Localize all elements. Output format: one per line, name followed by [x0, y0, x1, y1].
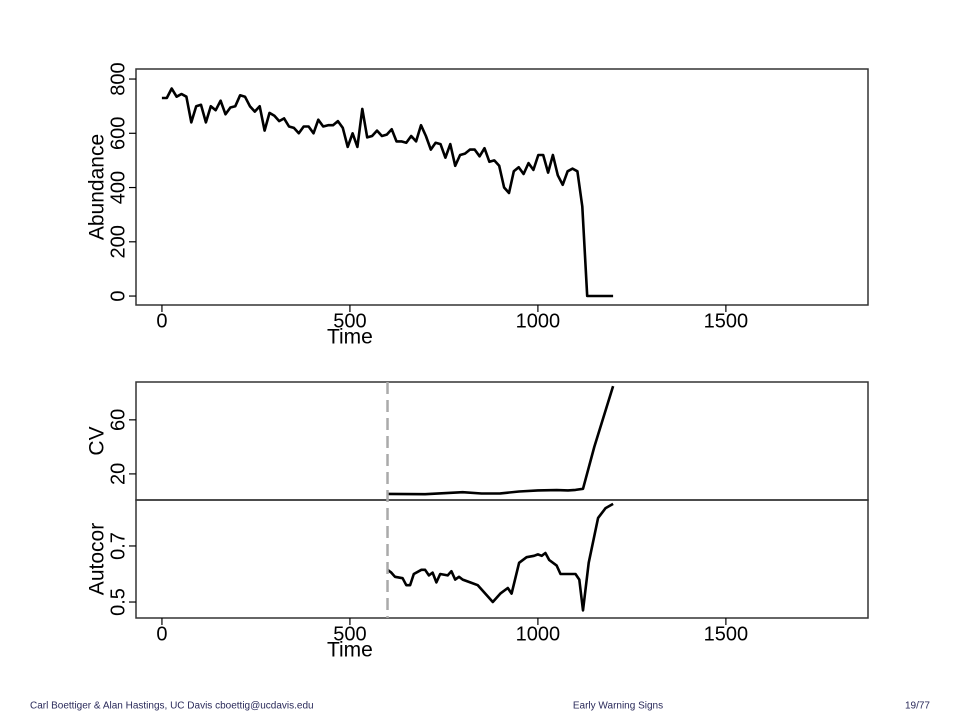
y-tick-label: 600 [107, 117, 129, 150]
y-tick-label: 0.7 [107, 532, 129, 560]
y-tick-label: 60 [107, 409, 129, 431]
plot-frame [135, 499, 869, 619]
footer-center: Early Warning Signs [573, 701, 663, 712]
footer-right: 19/77 [905, 701, 930, 712]
y-axis-label: Abundance [86, 134, 109, 240]
plot-frame [135, 68, 869, 306]
x-axis-label: Time [327, 326, 373, 349]
y-tick-label: 20 [107, 463, 129, 485]
y-tick-label: 0.5 [107, 588, 129, 616]
x-tick-label: 0 [156, 310, 167, 332]
data-line [386, 502, 614, 612]
data-line [161, 87, 614, 298]
x-tick-label: 1000 [516, 623, 561, 645]
data-line [387, 385, 615, 496]
y-tick-label: 200 [107, 225, 129, 258]
y-tick-label: 400 [107, 171, 129, 204]
y-tick-label: 0 [107, 290, 129, 301]
x-tick-label: 500 [333, 623, 366, 645]
x-axis-label: Time [327, 639, 373, 662]
plot-frame [135, 381, 869, 501]
x-tick-label: 1500 [704, 623, 749, 645]
x-tick-label: 500 [333, 310, 366, 332]
y-tick-label: 800 [107, 62, 129, 95]
y-axis-label: CV [86, 426, 109, 455]
x-tick-label: 1000 [516, 310, 561, 332]
x-tick-label: 0 [156, 623, 167, 645]
footer-left: Carl Boettiger & Alan Hastings, UC Davis… [30, 701, 314, 712]
x-tick-label: 1500 [704, 310, 749, 332]
y-axis-label: Autocor [86, 523, 109, 595]
